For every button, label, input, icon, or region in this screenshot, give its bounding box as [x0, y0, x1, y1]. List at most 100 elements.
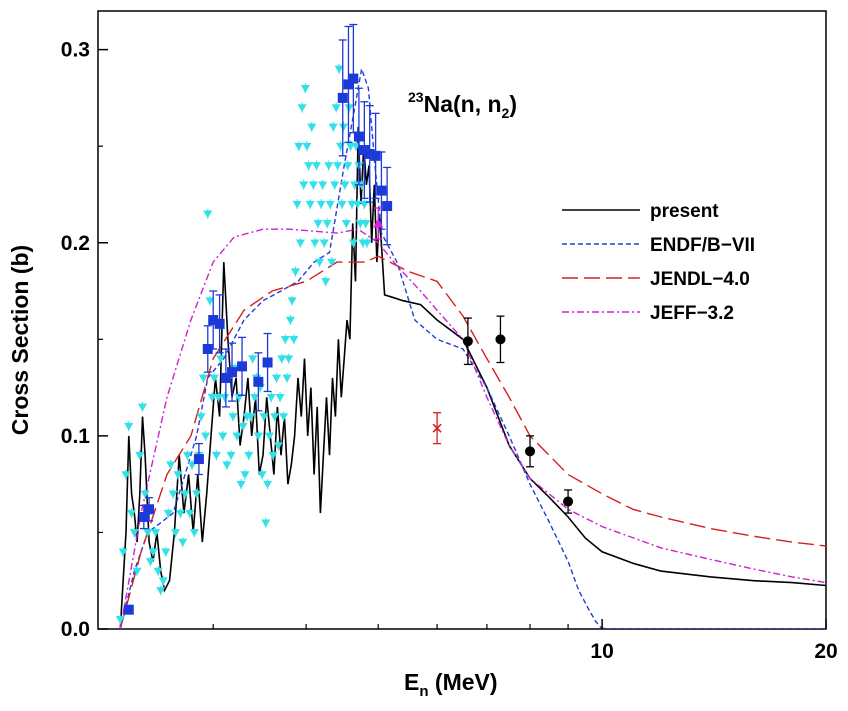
y-axis-label: Cross Section (b) — [7, 245, 33, 435]
marker-triangle-down-33 — [198, 372, 208, 383]
marker-triangle-down-128 — [361, 218, 371, 229]
marker-triangle-down-14 — [153, 566, 163, 577]
data-point — [340, 181, 350, 190]
data-point — [118, 548, 128, 557]
data-point — [171, 529, 181, 538]
marker-square-0 — [123, 604, 134, 615]
marker-triangle-down-22 — [173, 469, 183, 480]
data-point — [495, 334, 506, 345]
marker-triangle-down-3 — [124, 421, 134, 432]
axes: 0.0 0.1 0.2 0.3 10 20 — [61, 39, 838, 663]
marker-triangle-down-97 — [316, 199, 326, 210]
marker-triangle-down-124 — [355, 218, 365, 229]
data-point — [275, 393, 285, 402]
data-point — [353, 200, 363, 209]
data-point — [344, 104, 354, 113]
marker-triangle-down-77 — [284, 353, 294, 364]
data-point — [313, 220, 323, 229]
marker-triangle-down-42 — [218, 430, 228, 441]
marker-triangle-down-25 — [180, 488, 190, 499]
data-point — [196, 413, 206, 422]
data-point — [226, 451, 236, 460]
marker-triangle-down-47 — [228, 411, 238, 422]
data-point — [319, 239, 329, 248]
marker-triangle-down-53 — [240, 469, 250, 480]
model-curves — [119, 66, 826, 629]
data-point — [163, 509, 173, 518]
y-tick-label: 0.2 — [61, 232, 90, 255]
data-point — [211, 451, 221, 460]
data-point — [333, 162, 343, 171]
data-point — [208, 315, 219, 325]
data-point — [132, 567, 142, 576]
data-point — [359, 200, 369, 209]
marker-triangle-down-111 — [337, 199, 347, 210]
marker-triangle-down-106 — [330, 179, 340, 190]
marker-triangle-down-40 — [214, 392, 224, 403]
marker-triangle-down-91 — [307, 121, 317, 132]
legend-label-2: JENDL−4.0 — [650, 269, 750, 290]
data-point — [234, 393, 244, 402]
data-point — [355, 220, 365, 229]
marker-triangle-down-52 — [238, 421, 248, 432]
marker-circle-1 — [495, 315, 506, 364]
marker-square-8 — [227, 342, 238, 402]
data-point — [346, 142, 356, 151]
data-point — [222, 461, 232, 470]
marker-triangle-down-101 — [322, 218, 332, 229]
marker-triangle-down-78 — [285, 315, 295, 325]
marker-square-10 — [253, 352, 264, 412]
data-point — [280, 336, 290, 344]
marker-triangle-down-122 — [353, 199, 363, 210]
data-point — [244, 451, 254, 460]
data-point — [175, 509, 185, 518]
data-point — [257, 471, 267, 480]
marker-triangle-down-92 — [308, 179, 318, 190]
marker-triangle-down-118 — [347, 199, 357, 210]
data-point — [137, 403, 147, 412]
marker-triangle-down-27 — [185, 508, 195, 519]
marker-triangle-down-24 — [178, 537, 188, 548]
data-point — [214, 393, 224, 402]
data-point — [311, 162, 321, 171]
data-point — [250, 393, 260, 402]
marker-triangle-down-95 — [313, 218, 323, 229]
data-point — [135, 451, 145, 460]
marker-triangle-down-30 — [192, 488, 202, 499]
marker-triangle-down-21 — [171, 527, 181, 538]
marker-triangle-down-1 — [118, 546, 128, 557]
marker-triangle-down-102 — [324, 160, 334, 171]
data-point — [351, 142, 361, 151]
legend-label-3: JEFF−3.2 — [650, 303, 734, 324]
marker-triangle-down-66 — [264, 430, 274, 441]
marker-triangle-down-121 — [351, 141, 361, 152]
data-point — [156, 587, 166, 595]
marker-triangle-down-5 — [129, 527, 139, 538]
marker-triangle-down-99 — [319, 237, 329, 248]
marker-triangle-down-85 — [297, 102, 307, 113]
marker-triangle-down-11 — [145, 556, 155, 567]
marker-square-2 — [144, 497, 155, 522]
marker-cross-0 — [432, 412, 442, 445]
data-point — [124, 422, 134, 431]
data-point — [308, 181, 318, 190]
data-point — [348, 73, 359, 84]
data-point — [253, 376, 264, 387]
data-point — [382, 201, 393, 212]
data-point — [285, 316, 295, 325]
marker-triangle-down-13 — [151, 527, 161, 538]
marker-triangle-down-107 — [331, 102, 341, 113]
data-point — [341, 220, 351, 229]
marker-square-13 — [343, 25, 354, 143]
marker-triangle-down-89 — [304, 160, 314, 171]
data-point — [347, 200, 357, 209]
marker-triangle-down-8 — [137, 401, 147, 412]
marker-triangle-down-26 — [182, 450, 192, 461]
data-point — [268, 451, 278, 460]
marker-triangle-down-108 — [333, 160, 343, 171]
data-point — [294, 142, 304, 151]
data-point — [228, 413, 238, 422]
data-point — [337, 92, 348, 103]
marker-triangle-down-51 — [236, 479, 246, 490]
data-point — [236, 480, 246, 489]
